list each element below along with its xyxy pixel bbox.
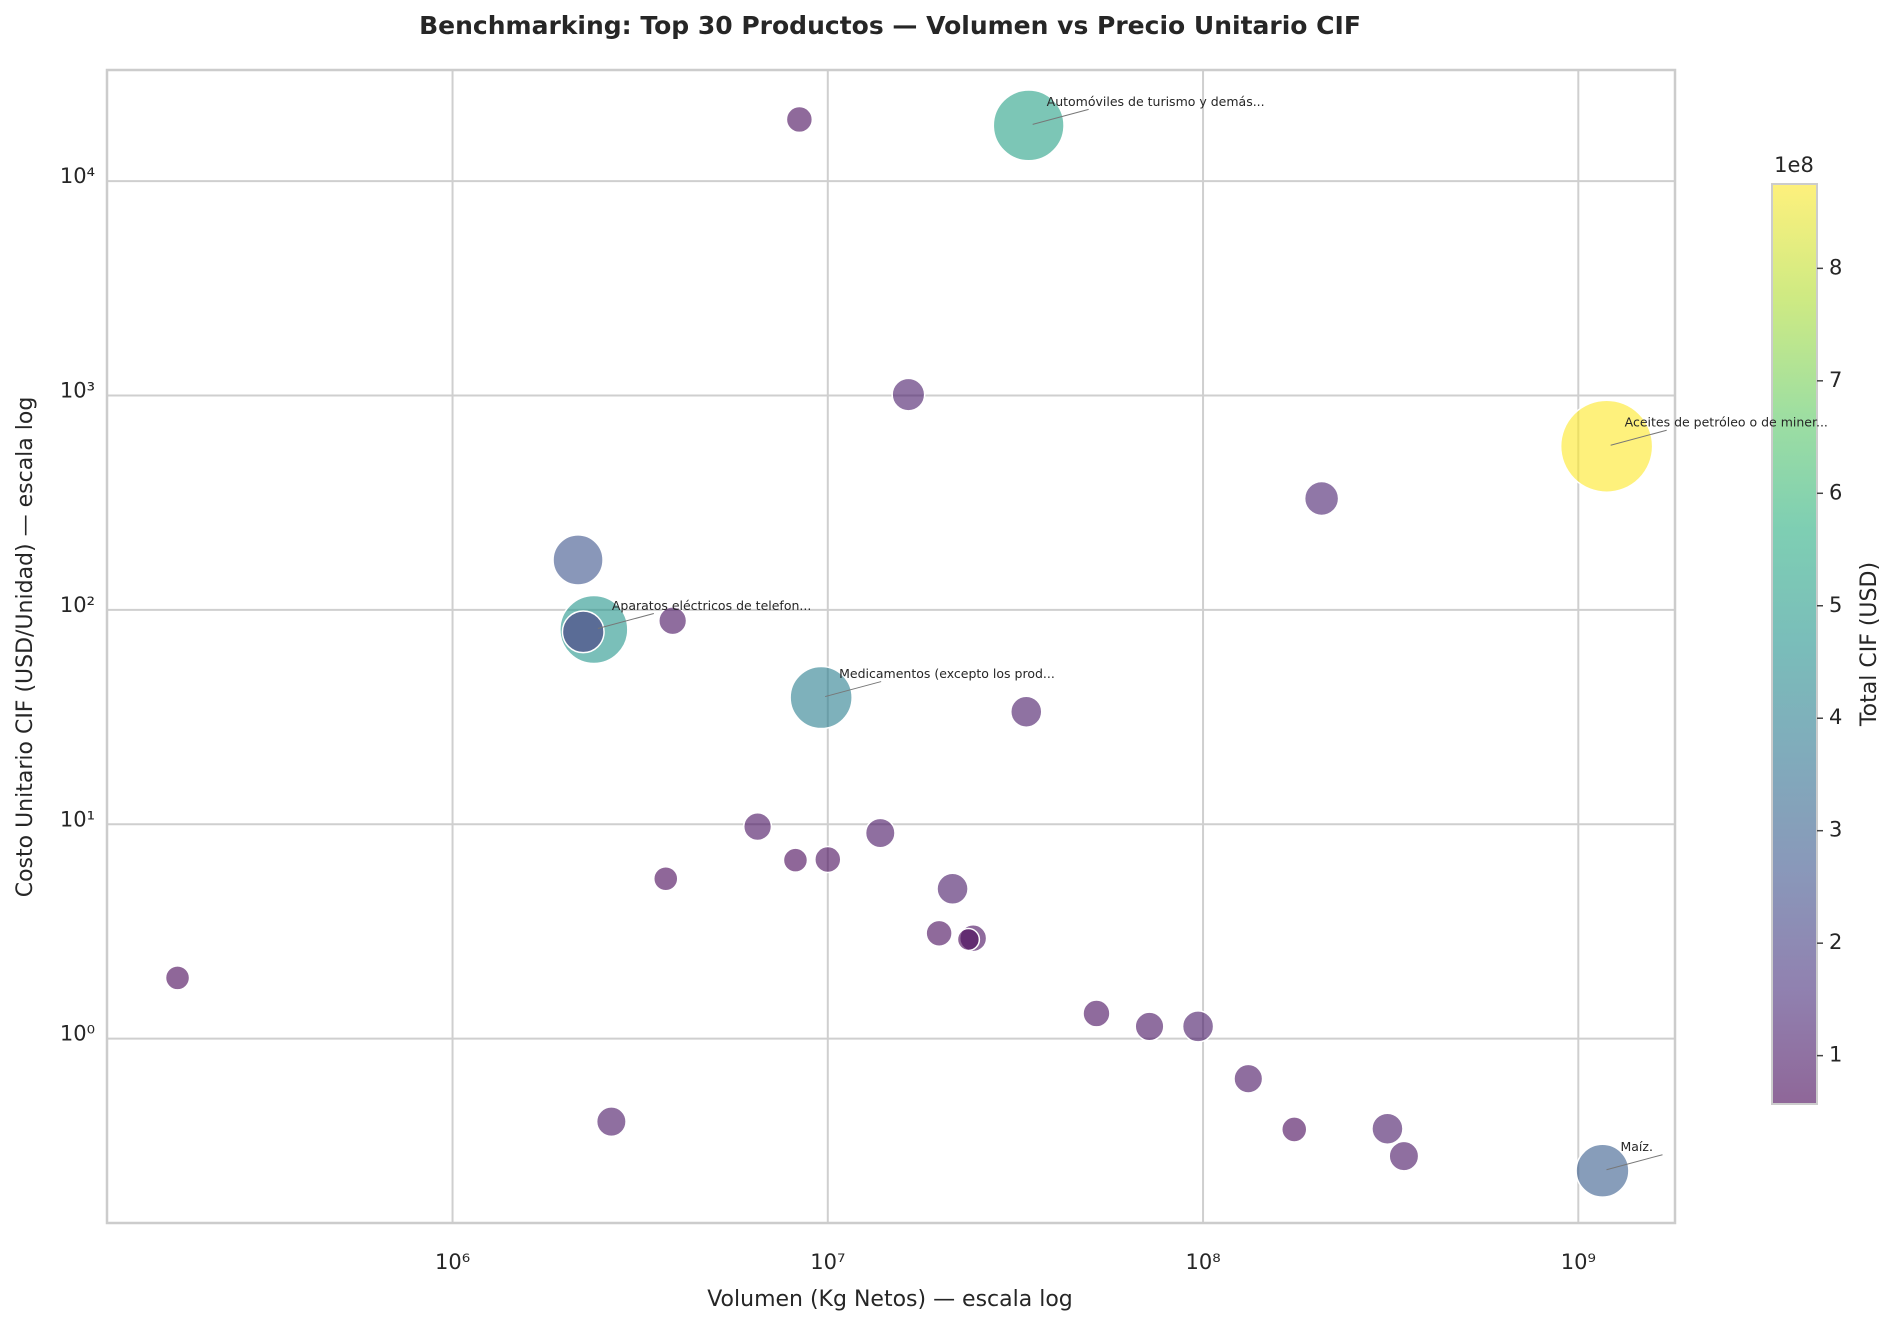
colorbar-tick-label: 2	[1829, 930, 1842, 954]
bubble	[1575, 1143, 1630, 1198]
colorbar-tick-label: 3	[1829, 818, 1842, 842]
bubble	[164, 965, 191, 991]
plot-frame	[105, 68, 1677, 1225]
bubble	[1303, 480, 1340, 517]
annotation-arrow	[597, 613, 654, 629]
colorbar	[1771, 183, 1818, 1105]
bubble	[891, 377, 926, 412]
x-tick-label: 10⁹	[1561, 1250, 1596, 1274]
bubble	[595, 1106, 627, 1138]
bubble	[1559, 399, 1654, 493]
annotation-arrow	[1606, 1154, 1663, 1171]
bubble	[936, 872, 969, 906]
y-axis-label: Costo Unitario CIF (USD/Unidad) — escala…	[13, 397, 38, 898]
x-tick-label: 10⁶	[435, 1250, 470, 1274]
colorbar-tick-label: 4	[1829, 705, 1842, 729]
bubble	[925, 919, 953, 948]
bubble	[1280, 1116, 1308, 1143]
annotation: Automóviles de turismo y demás...	[1047, 94, 1265, 109]
annotation: Maíz.	[1620, 1139, 1652, 1154]
annotation: Aparatos eléctricos de telefon...	[612, 598, 811, 613]
colorbar-tick-label: 5	[1829, 593, 1842, 617]
colorbar-tick-label: 7	[1829, 368, 1842, 392]
y-tick-label: 10³	[60, 379, 95, 403]
y-tick-label: 10⁴	[60, 164, 95, 188]
annotation-arrow	[825, 681, 882, 698]
bubble	[814, 845, 842, 874]
bubble	[1181, 1010, 1215, 1043]
y-tick-label: 10¹	[60, 807, 95, 831]
bubble	[1233, 1063, 1264, 1094]
x-tick-label: 10⁷	[810, 1250, 845, 1274]
y-tick-label: 10²	[60, 593, 95, 617]
annotation: Aceites de petróleo o de miner...	[1625, 415, 1828, 430]
colorbar-tick-label: 6	[1829, 480, 1842, 504]
bubble	[1388, 1140, 1420, 1172]
x-axis-label: Volumen (Kg Netos) — escala log	[707, 1287, 1073, 1312]
bubble	[742, 811, 773, 842]
bubble	[785, 105, 814, 134]
y-tick-label: 10⁰	[60, 1022, 95, 1046]
annotation-arrow	[1032, 108, 1089, 125]
bubble	[1371, 1112, 1404, 1145]
colorbar-tick-label: 1	[1829, 1043, 1842, 1067]
bubble	[864, 817, 896, 849]
bubble	[992, 89, 1065, 162]
colorbar-tick-label: 8	[1829, 255, 1842, 279]
bubble	[658, 606, 688, 636]
x-tick-label: 10⁸	[1185, 1250, 1220, 1274]
bubble	[789, 665, 853, 730]
bubble	[1010, 695, 1043, 728]
bubble	[552, 534, 604, 586]
chart-title: Benchmarking: Top 30 Productos — Volumen…	[419, 11, 1361, 40]
colorbar-label: Total CIF (USD)	[1857, 562, 1882, 727]
bubble	[653, 865, 679, 892]
bubble	[956, 927, 981, 952]
bubble	[1134, 1011, 1165, 1042]
annotation: Medicamentos (excepto los prod...	[839, 666, 1055, 681]
bubble	[782, 847, 809, 873]
bubble	[1082, 999, 1111, 1028]
bubble	[561, 610, 605, 654]
colorbar-offset: 1e8	[1774, 153, 1814, 177]
annotation-arrow	[1610, 429, 1667, 446]
